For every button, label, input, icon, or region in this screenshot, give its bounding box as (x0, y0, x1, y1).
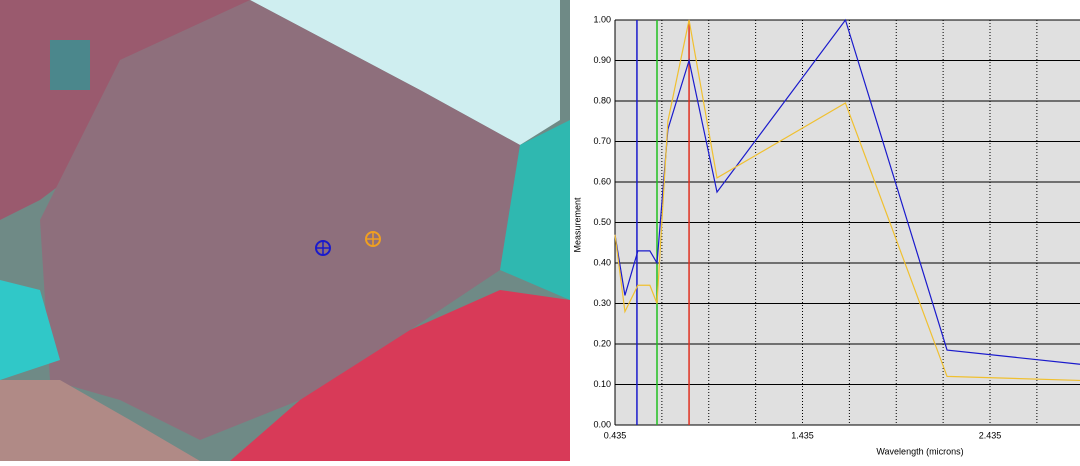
y-axis-title: Measurement (572, 197, 582, 253)
y-tick-label: 0.50 (593, 217, 611, 227)
x-tick-label: 0.435 (604, 430, 627, 440)
y-tick-label: 0.60 (593, 176, 611, 186)
y-tick-label: 0.00 (593, 419, 611, 429)
x-tick-label: 2.435 (979, 430, 1002, 440)
satellite-image (0, 0, 570, 461)
x-tick-label: 1.435 (791, 430, 814, 440)
series-line (614, 19, 1080, 382)
y-tick-label: 0.20 (593, 338, 611, 348)
y-tick-label: 1.00 (593, 14, 611, 24)
y-tick-label: 0.80 (593, 95, 611, 105)
x-axis-title: Wavelength (microns) (876, 446, 963, 456)
y-tick-label: 0.40 (593, 257, 611, 267)
y-tick-label: 0.90 (593, 55, 611, 65)
y-tick-label: 0.10 (593, 379, 611, 389)
y-tick-label: 0.70 (593, 136, 611, 146)
y-tick-label: 0.30 (593, 298, 611, 308)
